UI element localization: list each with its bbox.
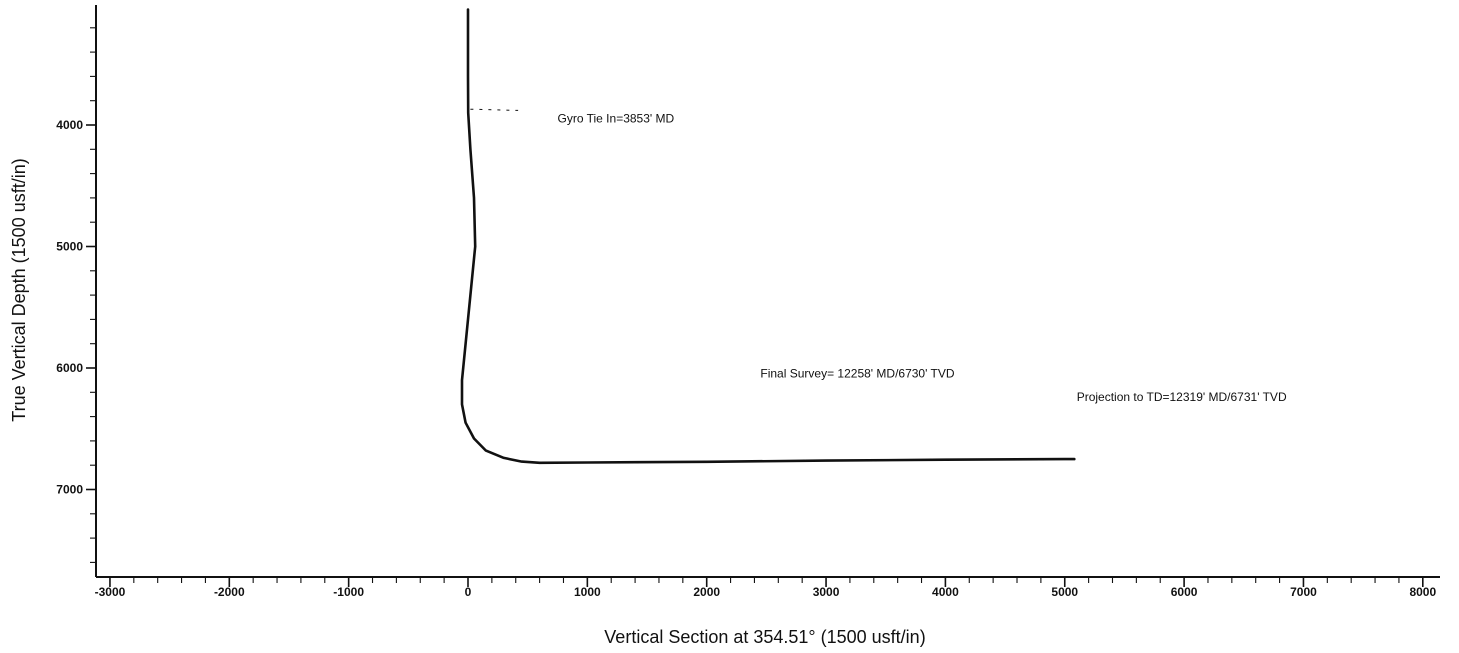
x-tick-label: 2000 — [693, 585, 720, 599]
y-tick-label: 4000 — [56, 118, 83, 132]
annotation-projection-to-td: Projection to TD=12319' MD/6731' TVD — [1077, 390, 1287, 404]
x-tick-label: 6000 — [1171, 585, 1198, 599]
x-tick-label: 3000 — [813, 585, 840, 599]
x-tick-label: 8000 — [1409, 585, 1436, 599]
well-path-line — [460, 8, 1076, 465]
y-axis-title: True Vertical Depth (1500 usft/in) — [9, 158, 29, 421]
x-tick-label: 1000 — [574, 585, 601, 599]
x-tick-label: -2000 — [214, 585, 245, 599]
annotation-final-survey: Final Survey= 12258' MD/6730' TVD — [760, 367, 954, 381]
x-tick-label: -1000 — [333, 585, 364, 599]
annotation-gyro-tie-in: Gyro Tie In=3853' MD — [558, 112, 675, 126]
x-tick-label: 5000 — [1051, 585, 1078, 599]
x-tick-label: 0 — [465, 585, 472, 599]
x-tick-label: 7000 — [1290, 585, 1317, 599]
x-axis-title: Vertical Section at 354.51° (1500 usft/i… — [604, 627, 925, 647]
x-tick-label: 4000 — [932, 585, 959, 599]
gyro-leader-line — [470, 108, 519, 111]
y-tick-label: 6000 — [56, 361, 83, 375]
y-tick-label: 7000 — [56, 483, 83, 497]
x-tick-label: -3000 — [95, 585, 126, 599]
y-tick-label: 5000 — [56, 240, 83, 254]
